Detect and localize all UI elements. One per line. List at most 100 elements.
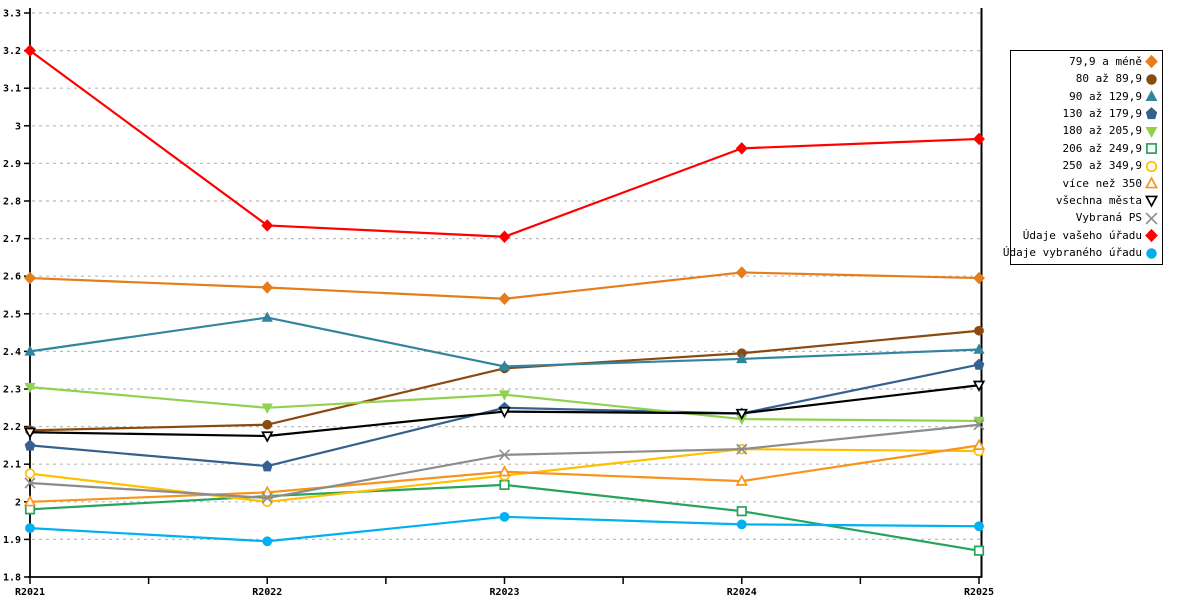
triangle-down-marker-icon — [1144, 196, 1159, 209]
series-vybran-ps — [24, 419, 985, 504]
y-axis-tick-label: 1.8 — [3, 573, 21, 584]
diamond-marker-glyph — [1145, 229, 1158, 243]
circle-marker-glyph — [1145, 160, 1158, 172]
legend-item-label: 206 až 249,9 — [1062, 141, 1142, 155]
data-point — [261, 219, 274, 232]
data-point — [973, 358, 985, 370]
diamond-marker-glyph — [1145, 55, 1158, 69]
data-point — [973, 545, 985, 556]
data-point — [24, 477, 36, 489]
data-point — [736, 519, 747, 530]
data-point — [261, 281, 274, 294]
data-point — [261, 431, 274, 443]
legend-item-label: Údaje vybraného úřadu — [1002, 246, 1142, 260]
data-point — [23, 495, 37, 507]
legend-item-vybran-ps: Vybraná PS — [1013, 210, 1159, 226]
gridlines — [32, 12, 981, 541]
circle-marker-glyph — [1146, 247, 1157, 259]
triangle-up-marker-glyph — [1145, 90, 1158, 102]
data-point — [974, 521, 984, 532]
x-axis-tick-label: R2021 — [15, 587, 45, 598]
legend: 79,9 a méně 80 až 89,9 90 až 129,9 130 až 1… — [1003, 50, 1163, 265]
data-point — [24, 439, 36, 451]
data-point — [262, 536, 273, 547]
square-marker-glyph — [1146, 143, 1157, 155]
data-point — [735, 266, 748, 279]
legend-item-label: 79,9 a méně — [1069, 54, 1142, 68]
data-point — [261, 460, 273, 472]
data-point — [23, 427, 37, 440]
data-point — [972, 438, 986, 450]
data-point — [735, 142, 748, 155]
legend-item-label: všechna města — [1055, 193, 1142, 207]
legend-item-label: 180 až 205,9 — [1062, 124, 1142, 138]
data-point — [973, 419, 985, 431]
data-point — [735, 408, 748, 421]
triangle-down-marker-glyph — [1145, 126, 1158, 138]
circle-marker-icon — [1145, 160, 1158, 172]
data-point — [498, 464, 511, 477]
data-point — [498, 449, 511, 461]
y-axis-tick-label: 2.3 — [3, 385, 21, 396]
data-point — [498, 292, 511, 305]
data-point — [262, 419, 273, 430]
legend-item-80-a-89-9: 80 až 89,9 — [1013, 71, 1159, 87]
y-axis-tick-label: 3.3 — [3, 9, 21, 20]
y-axis-tick-label: 2.4 — [3, 347, 21, 358]
data-point — [736, 443, 748, 455]
legend-item-label: 90 až 129,9 — [1069, 89, 1142, 103]
x-axis-tick-label: R2024 — [727, 587, 757, 598]
series-79-9-a-m-n — [24, 266, 985, 305]
data-point — [736, 506, 747, 517]
triangle-down-marker-glyph — [1144, 196, 1159, 209]
data-point — [736, 352, 748, 364]
series-v-echna-m-sta — [23, 380, 986, 443]
data-point — [498, 360, 511, 371]
data-point — [261, 403, 273, 414]
legend-item-label: Údaje vašeho úřadu — [1022, 228, 1142, 242]
data-point — [498, 406, 511, 419]
data-point — [972, 380, 986, 393]
diamond-marker-icon — [1145, 229, 1158, 243]
series-80-a-89-9 — [25, 325, 984, 436]
legend-item-label: Vybraná PS — [1075, 211, 1142, 225]
legend-item-v-echna-m-sta: všechna města — [1013, 193, 1159, 209]
pentagon-marker-icon — [1145, 107, 1158, 120]
diamond-marker-icon — [1145, 55, 1158, 69]
x-marker-glyph — [1145, 212, 1158, 225]
data-point — [24, 345, 36, 356]
y-axis-tick-label: 2.7 — [3, 234, 21, 245]
legend-item-250-a-349-9: 250 až 349,9 — [1013, 158, 1159, 174]
data-point — [498, 390, 511, 401]
circle-marker-icon — [1146, 73, 1157, 85]
legend-item-label: více než 350 — [1062, 176, 1142, 190]
triangle-up-marker-icon — [1144, 176, 1159, 189]
legend-item-206-a-249-9: 206 až 249,9 — [1013, 141, 1159, 157]
legend-item-79-9-a-m-n: 79,9 a méně — [1013, 54, 1159, 70]
series-daje-va-eho-adu — [24, 44, 985, 243]
triangle-up-marker-icon — [1145, 90, 1158, 102]
y-axis-tick-label: 1.9 — [3, 535, 21, 546]
x-axis-tick-label: R2025 — [964, 587, 994, 598]
triangle-up-marker-glyph — [1144, 176, 1159, 189]
legend-item-90-a-129-9: 90 až 129,9 — [1013, 89, 1159, 105]
legend-item-daje-va-eho-adu: Údaje vašeho úřadu — [1013, 228, 1159, 244]
data-point — [24, 44, 36, 57]
circle-marker-icon — [1146, 247, 1157, 259]
series-daje-vybran-ho-adu — [25, 511, 984, 547]
legend-item-130-a-179-9: 130 až 179,9 — [1013, 106, 1159, 122]
axes: 1.8 1.9 2 2.1 2.2 2.3 2.4 2.5 2.6 2.7 2.8 2.9 3 3.1 3.… — [3, 8, 994, 598]
y-axis-tick-label: 2.2 — [3, 422, 21, 433]
data-point — [974, 325, 984, 336]
data-point — [499, 511, 510, 522]
data-point — [973, 271, 985, 285]
triangle-down-marker-icon — [1145, 126, 1158, 138]
y-axis-tick-label: 3 — [15, 121, 21, 132]
data-point — [25, 523, 35, 534]
series-line — [28, 316, 981, 368]
y-axis-tick-label: 2.6 — [3, 272, 21, 283]
x-axis-tick-label: R2022 — [252, 587, 282, 598]
data-point — [735, 474, 748, 486]
